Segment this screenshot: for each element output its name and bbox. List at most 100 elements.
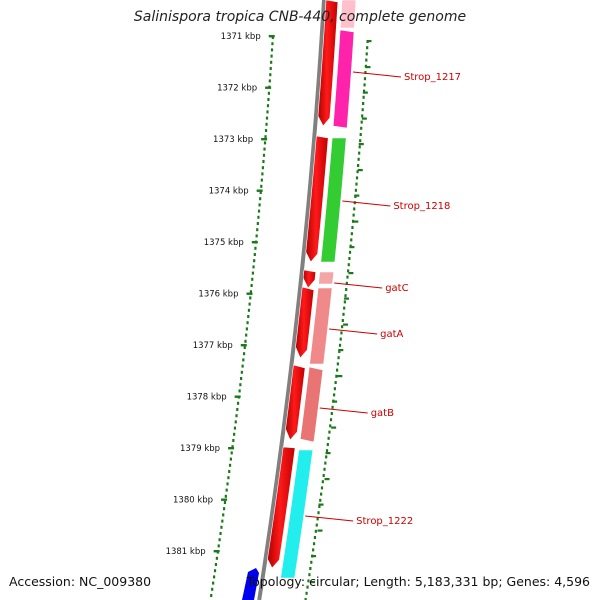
tick-dot: [358, 145, 361, 149]
tick-label: 1381 kbp: [166, 547, 206, 557]
tick-dot: [261, 172, 264, 176]
tick-dot: [263, 147, 266, 151]
tick-dot: [233, 432, 236, 436]
inner-tick: [365, 66, 371, 69]
tick-dot: [325, 455, 328, 459]
tick-dot: [333, 393, 336, 397]
tick-dot: [222, 513, 225, 517]
tick-dot: [270, 54, 273, 58]
cds-block: [305, 135, 329, 263]
tick-dot: [346, 275, 349, 279]
tick-dot: [245, 327, 248, 331]
tick-dot: [337, 356, 340, 360]
tick-mark: [234, 395, 241, 398]
tick-dot: [223, 501, 227, 504]
tick-dot: [359, 133, 362, 136]
tick-dot: [241, 364, 244, 368]
tick-dot: [327, 436, 330, 440]
tick-dot: [270, 60, 273, 64]
inner-tick: [311, 555, 317, 558]
tick-dot: [362, 89, 366, 93]
tick-mark: [256, 189, 263, 192]
tick-dot: [257, 209, 261, 213]
tick-label: 1378 kbp: [187, 393, 227, 403]
tick-dot: [228, 463, 232, 467]
tick-dot: [242, 358, 245, 362]
gene-label: Strop_1217: [404, 72, 461, 83]
tick-dot: [312, 542, 316, 546]
tick-mark: [240, 344, 247, 347]
tick-mark: [228, 447, 235, 450]
tick-dot: [320, 492, 323, 496]
tick-dot: [259, 197, 262, 201]
tick-mark: [213, 550, 220, 553]
gene-block: [339, 0, 357, 29]
tick-dot: [365, 58, 368, 62]
tick-dot: [240, 377, 243, 380]
tick-dot: [226, 482, 229, 486]
accession-text: Accession: NC_009380: [9, 574, 152, 589]
gene-label: Strop_1222: [356, 516, 413, 527]
tick-dot: [328, 430, 331, 434]
tick-dot: [363, 83, 366, 87]
inner-tick-marks: [310, 40, 372, 584]
tick-dot: [348, 257, 351, 260]
inner-tick: [317, 529, 323, 532]
tick-dot: [362, 95, 365, 99]
tick-dot: [317, 511, 320, 515]
tick-label: 1371 kbp: [221, 32, 261, 42]
gene-block: [318, 271, 335, 285]
tick-dot: [358, 151, 361, 155]
tick-dot: [230, 451, 233, 455]
tick-label: 1380 kbp: [173, 496, 213, 506]
tick-dot: [360, 126, 363, 130]
tick-dot: [325, 449, 329, 453]
tick-dot: [341, 319, 344, 322]
tick-dot: [258, 203, 261, 207]
tick-dot: [348, 250, 352, 254]
inner-tick: [337, 375, 343, 378]
tick-dot: [271, 42, 274, 46]
tick-dot: [312, 548, 315, 552]
gene-block: [309, 287, 333, 365]
tick-dot: [355, 182, 358, 186]
tick-dot: [359, 139, 362, 143]
other-strand-feature: [242, 568, 259, 600]
inner-tick: [338, 349, 344, 352]
tick-dot: [338, 350, 341, 353]
tick-dot: [357, 164, 360, 167]
tick-mark: [251, 241, 258, 244]
cds-block: [285, 364, 306, 441]
tick-dot: [266, 104, 270, 108]
tick-dot: [331, 405, 334, 409]
tick-dot: [329, 424, 332, 428]
tick-dot: [215, 556, 218, 560]
tick-label: 1372 kbp: [217, 84, 257, 94]
tick-dot: [238, 389, 241, 393]
tick-dot: [269, 67, 272, 70]
tick-dot: [365, 52, 368, 56]
cds-block: [267, 446, 296, 569]
tick-dot: [307, 579, 310, 583]
tick-dot: [253, 259, 256, 263]
tick-dot: [345, 288, 348, 291]
tick-dot: [233, 426, 237, 430]
tick-dot: [310, 560, 313, 564]
tick-dot: [240, 370, 243, 374]
inner-tick: [318, 503, 324, 506]
tick-dot: [229, 457, 232, 461]
tick-dot: [357, 157, 360, 161]
gene-block: [332, 29, 355, 129]
tick-dot: [319, 498, 322, 502]
inner-tick: [343, 323, 349, 326]
tick-dot: [339, 337, 342, 341]
tick-dot: [212, 575, 216, 579]
leader-line: [305, 515, 354, 522]
tick-dot: [268, 79, 271, 83]
tick-dot: [236, 408, 239, 411]
tick-mark: [268, 35, 275, 38]
tick-dot: [227, 476, 230, 480]
tick-dot: [304, 598, 307, 600]
gene-label: gatB: [371, 408, 394, 419]
inner-tick: [353, 220, 359, 223]
